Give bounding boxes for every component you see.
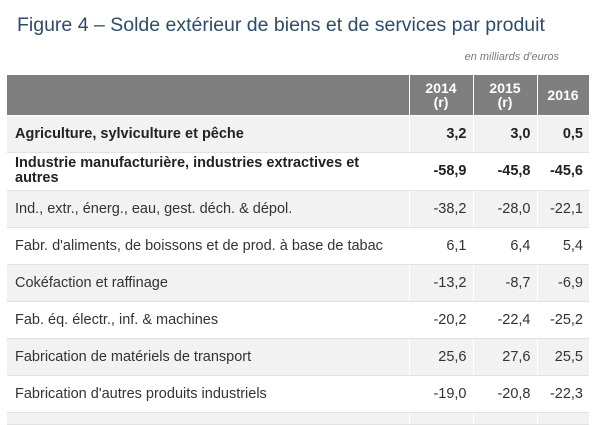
value-2014: -13,2 bbox=[409, 264, 474, 302]
value-2015: 6,4 bbox=[473, 227, 538, 265]
value-2014: -19,0 bbox=[409, 375, 474, 413]
row-label: Ind., extr., énerg., eau, gest. déch. & … bbox=[7, 190, 410, 228]
value-2016: -25,2 bbox=[537, 301, 589, 339]
table-row: Industrie manufacturière, industries ext… bbox=[7, 152, 589, 191]
value-2015: -20,8 bbox=[473, 375, 538, 413]
value-2014: 25,6 bbox=[409, 338, 474, 376]
table-row-partial bbox=[7, 412, 589, 425]
header-year: 2016 bbox=[547, 86, 579, 103]
value-2015: -45,8 bbox=[473, 152, 538, 191]
value-2015: -8,7 bbox=[473, 264, 538, 302]
row-label bbox=[7, 412, 410, 425]
value-2015 bbox=[473, 412, 538, 425]
header-note: (r) bbox=[433, 93, 449, 110]
row-label: Fabr. d'aliments, de boissons et de prod… bbox=[7, 227, 410, 265]
header-year: 2014 bbox=[425, 79, 457, 96]
value-2014: -58,9 bbox=[409, 152, 474, 191]
row-label: Fabrication de matériels de transport bbox=[7, 338, 410, 376]
value-2016: 5,4 bbox=[537, 227, 589, 265]
table-row: Fabrication de matériels de transport 25… bbox=[7, 338, 589, 376]
value-2015: 3,0 bbox=[473, 115, 538, 153]
value-2014: -20,2 bbox=[409, 301, 474, 339]
value-2016: -22,1 bbox=[537, 190, 589, 228]
value-2016: -22,3 bbox=[537, 375, 589, 413]
row-label: Fab. éq. électr., inf. & machines bbox=[7, 301, 410, 339]
header-2014: 2014 (r) bbox=[409, 75, 474, 116]
table-row: Fabrication d'autres produits industriel… bbox=[7, 375, 589, 413]
row-label: Fabrication d'autres produits industriel… bbox=[7, 375, 410, 413]
table-row: Fab. éq. électr., inf. & machines -20,2 … bbox=[7, 301, 589, 339]
value-2016: -6,9 bbox=[537, 264, 589, 302]
trade-balance-table: 2014 (r) 2015 (r) 2016 Agriculture, sylv… bbox=[7, 75, 590, 425]
row-label: Industrie manufacturière, industries ext… bbox=[7, 152, 410, 191]
value-2014 bbox=[409, 412, 474, 425]
value-2016 bbox=[537, 412, 589, 425]
table-row: Agriculture, sylviculture et pêche 3,2 3… bbox=[7, 115, 589, 153]
value-2014: 3,2 bbox=[409, 115, 474, 153]
header-note: (r) bbox=[497, 93, 513, 110]
row-label: Agriculture, sylviculture et pêche bbox=[7, 115, 410, 153]
row-label: Cokéfaction et raffinage bbox=[7, 264, 410, 302]
header-2015: 2015 (r) bbox=[473, 75, 538, 116]
value-2014: -38,2 bbox=[409, 190, 474, 228]
table-row: Fabr. d'aliments, de boissons et de prod… bbox=[7, 227, 589, 265]
unit-label: en milliards d'euros bbox=[464, 51, 559, 63]
value-2016: 0,5 bbox=[537, 115, 589, 153]
value-2015: 27,6 bbox=[473, 338, 538, 376]
value-2014: 6,1 bbox=[409, 227, 474, 265]
value-2016: -45,6 bbox=[537, 152, 589, 191]
table-row: Cokéfaction et raffinage -13,2 -8,7 -6,9 bbox=[7, 264, 589, 302]
table-header-row: 2014 (r) 2015 (r) 2016 bbox=[7, 75, 590, 116]
figure-title: Figure 4 – Solde extérieur de biens et d… bbox=[17, 14, 545, 36]
value-2016: 25,5 bbox=[537, 338, 589, 376]
value-2015: -22,4 bbox=[473, 301, 538, 339]
header-label-cell bbox=[7, 75, 410, 116]
value-2015: -28,0 bbox=[473, 190, 538, 228]
header-2016: 2016 bbox=[537, 75, 590, 116]
header-year: 2015 bbox=[489, 79, 521, 96]
table-row: Ind., extr., énerg., eau, gest. déch. & … bbox=[7, 190, 589, 228]
